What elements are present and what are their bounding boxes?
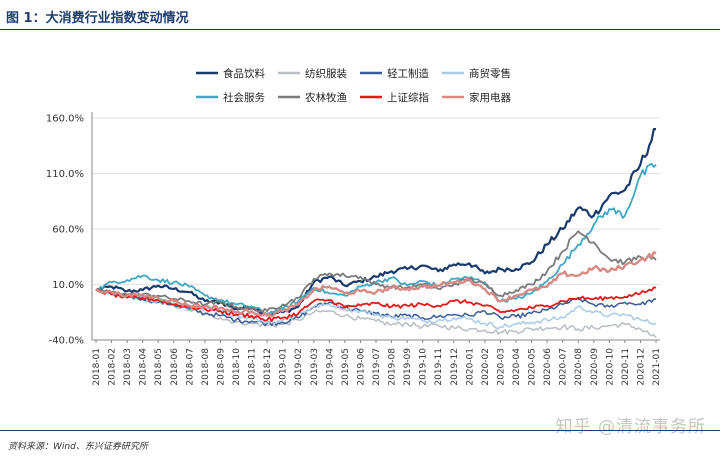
x-tick-label: 2018-10 [232,348,242,386]
x-tick-label: 2018-05 [154,348,164,386]
x-tick-label: 2019-01 [279,348,289,386]
x-tick-label: 2020-07 [559,348,569,386]
legend-label: 食品饮料 [223,67,265,80]
x-tick-label: 2020-06 [543,348,553,386]
x-tick-label: 2021-01 [652,348,662,386]
x-tick-label: 2019-11 [434,348,444,386]
x-tick-label: 2020-08 [574,348,584,386]
x-tick-label: 2020-09 [590,348,600,386]
x-tick-label: 2019-08 [388,348,398,386]
y-tick-label: 60.0% [52,225,84,236]
series-line-2 [95,287,657,339]
x-tick-label: 2018-01 [92,348,102,386]
legend-label: 商贸零售 [469,67,511,80]
legend-label: 上证综指 [387,91,429,104]
x-tick-label: 2020-02 [481,348,491,386]
series-line-8 [95,251,657,318]
x-tick-label: 2018-03 [123,348,133,386]
source-note: 资料来源：Wind、东兴证券研究所 [8,442,148,452]
watermark-text: 知乎 @清流事务所 [555,417,706,437]
y-tick-label: 160.0% [46,114,84,125]
legend-label: 纺织服装 [305,67,347,80]
series-line-3 [95,288,657,327]
x-tick-label: 2020-03 [496,348,506,386]
line-chart: -40.0% 10.0% 60.0% 110.0% 160.0% 2018-01 2018-… [46,67,662,386]
x-tick-label: 2019-03 [310,348,320,386]
legend-label: 社会服务 [223,91,265,104]
x-tick-label: 2018-09 [216,348,226,386]
x-tick-label: 2019-05 [341,348,351,386]
x-tick-label: 2019-07 [372,348,382,386]
x-tick-label: 2019-09 [403,348,413,386]
x-tick-label: 2018-12 [263,348,273,386]
x-tick-label: 2020-10 [605,348,615,386]
x-tick-label: 2019-10 [419,348,429,386]
y-tick-label: 10.0% [52,280,84,291]
series-line-5 [95,162,657,315]
x-tick-label: 2018-11 [248,348,258,386]
legend-label: 家用电器 [469,91,511,104]
chart-area: -40.0% 10.0% 60.0% 110.0% 160.0% 2018-01 2018-… [0,30,720,430]
series-line-1 [95,128,656,317]
legend-label: 轻工制造 [387,67,429,80]
x-tick-label: 2018-08 [201,348,211,386]
x-tick-label: 2018-02 [108,348,118,386]
y-tick-label: -40.0% [49,336,84,347]
x-tick-label: 2019-12 [450,348,460,386]
x-tick-label: 2020-01 [465,348,475,386]
series-line-6 [95,230,657,313]
x-tick-label: 2019-02 [294,348,304,386]
x-tick-label: 2019-06 [356,348,366,386]
x-tick-label: 2020-04 [512,348,522,386]
x-tick-label: 2018-06 [170,348,180,386]
figure-header: 图 1：大消费行业指数变动情况 [0,0,720,30]
x-tick-label: 2020-12 [636,348,646,386]
x-tick-label: 2020-05 [528,348,538,386]
x-tick-label: 2018-07 [185,348,195,386]
x-tick-label: 2018-04 [139,348,149,386]
x-tick-label: 2019-04 [325,348,335,386]
y-tick-label: 110.0% [46,169,84,180]
legend-label: 农林牧渔 [305,91,347,104]
x-tick-label: 2020-11 [621,348,631,386]
figure-title: 图 1：大消费行业指数变动情况 [6,11,189,26]
figure-footer: 资料来源：Wind、东兴证券研究所 [0,430,720,466]
